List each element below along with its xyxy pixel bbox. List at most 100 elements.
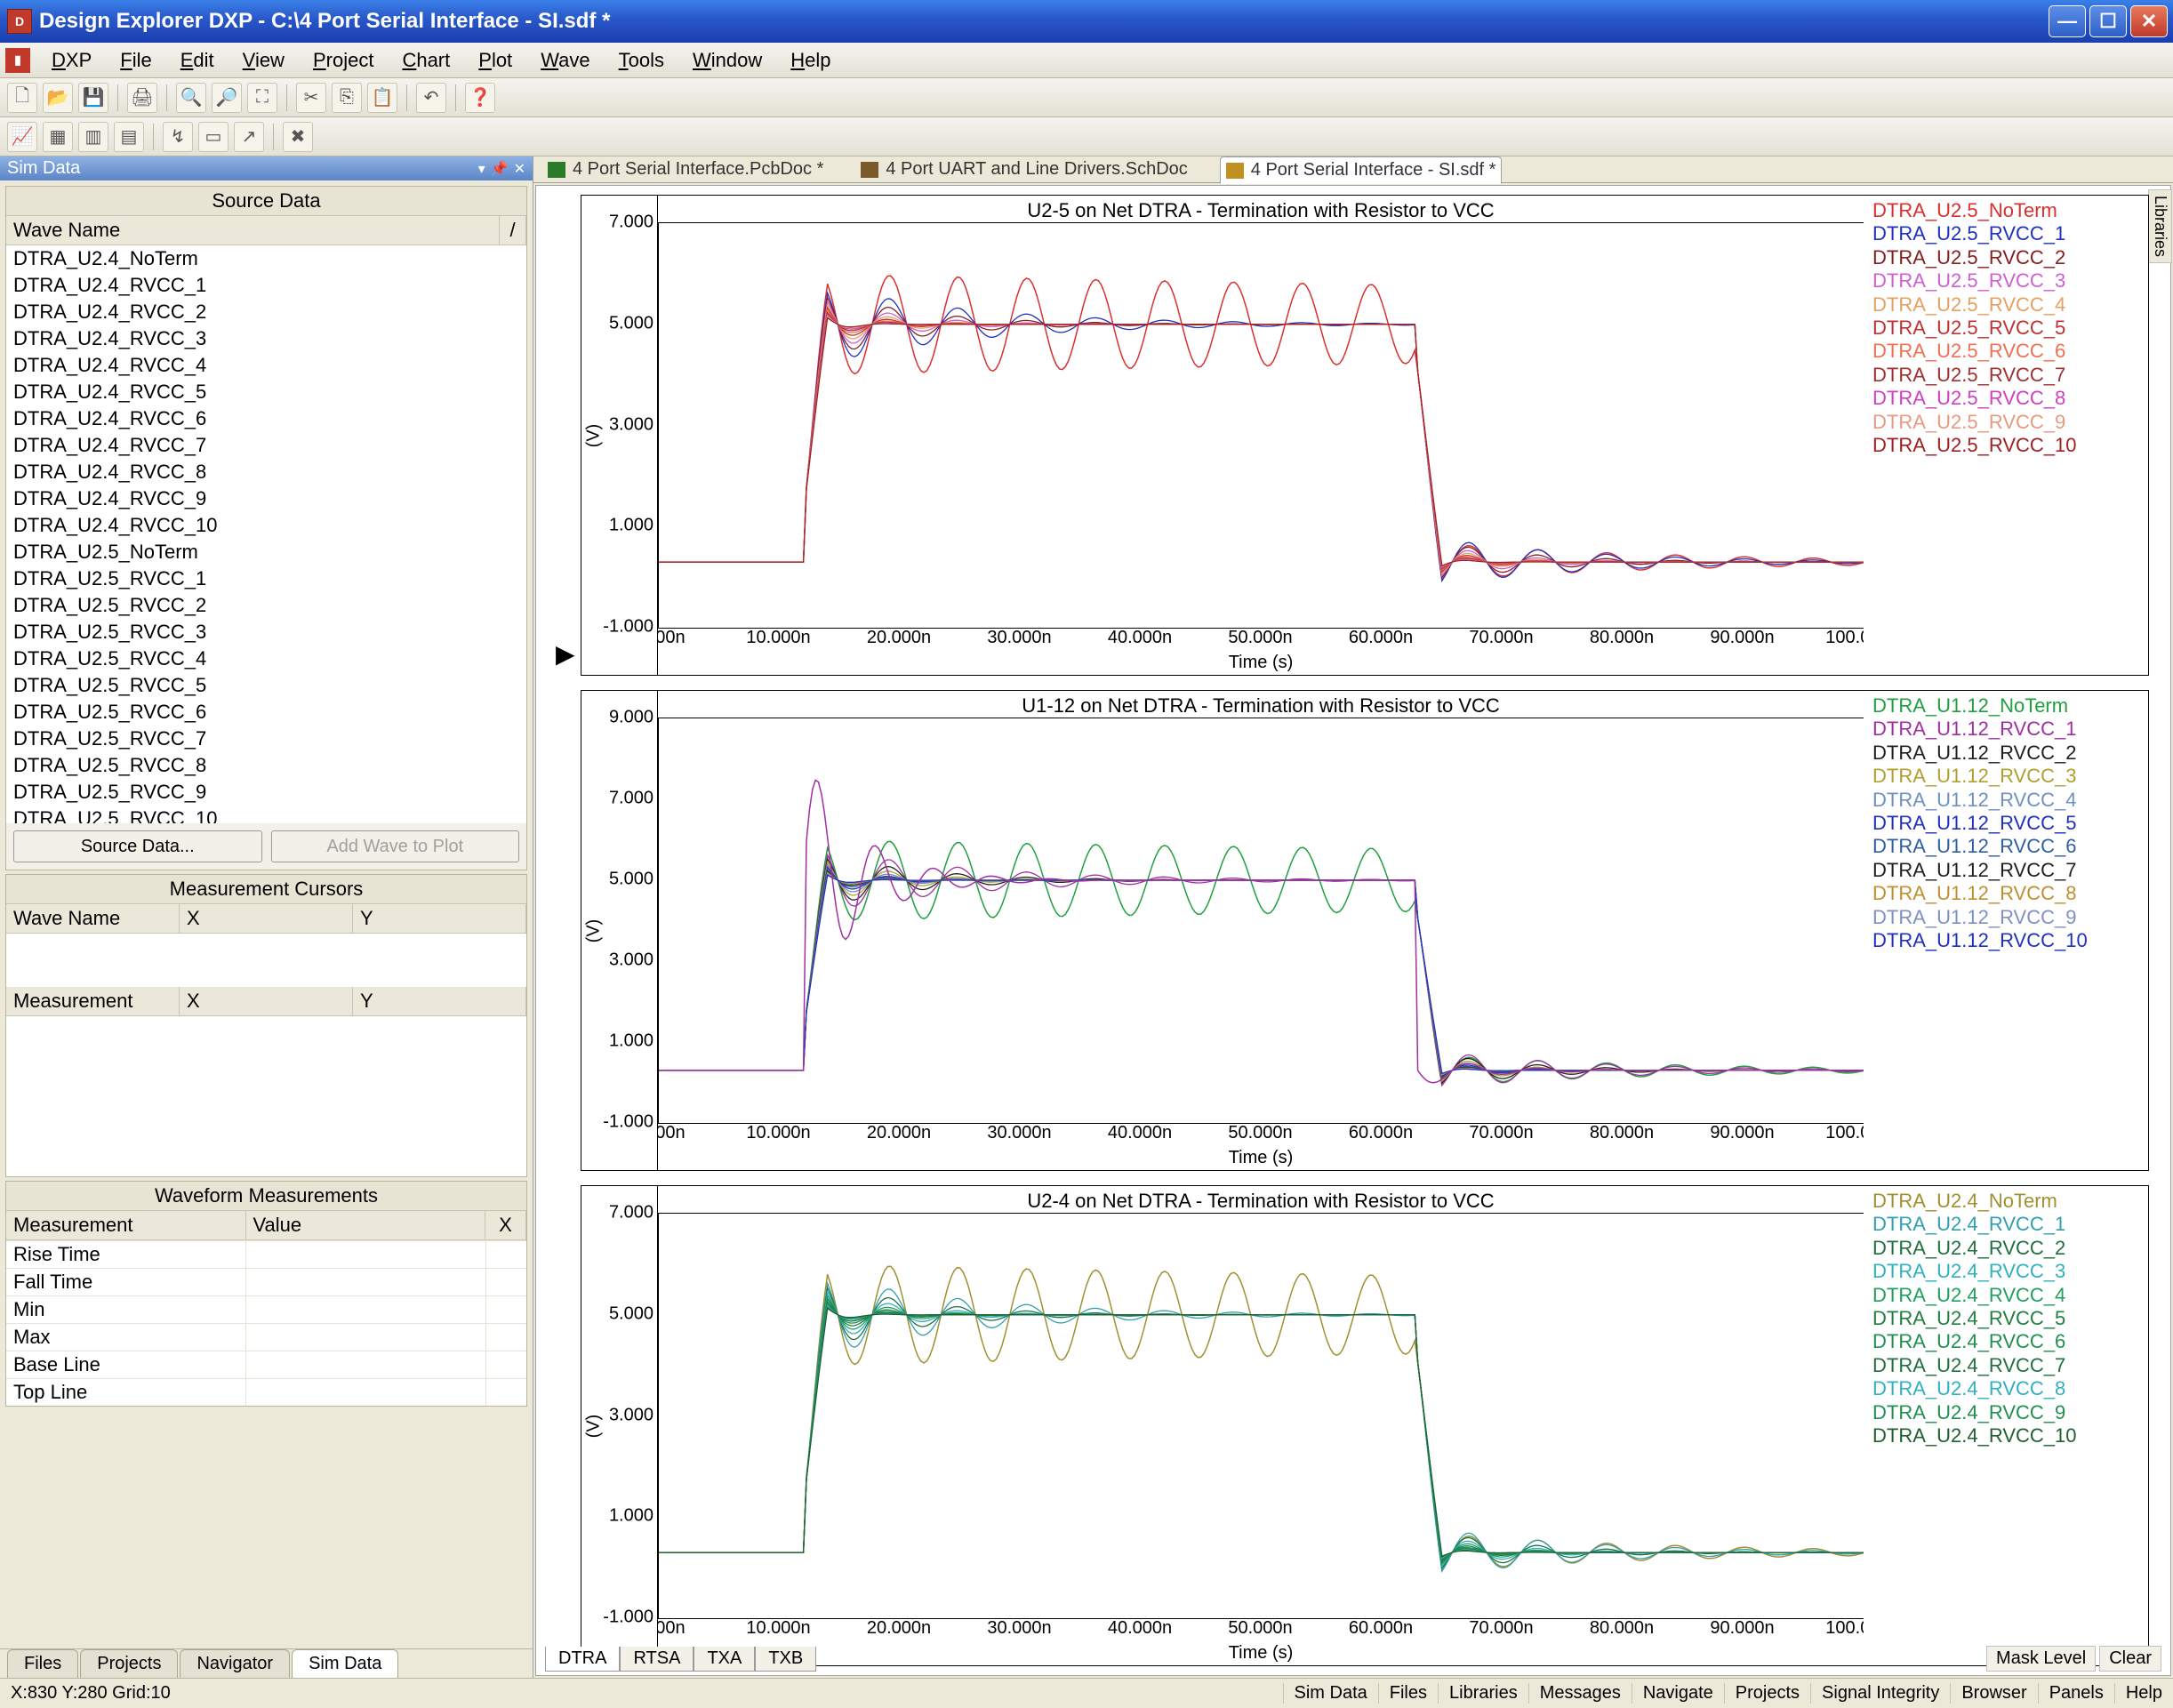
help-icon[interactable]: ❓ <box>465 83 495 113</box>
legend-item[interactable]: DTRA_U1.12_RVCC_5 <box>1872 812 2148 835</box>
wave-row[interactable]: DTRA_U2.5_RVCC_5 <box>6 672 526 699</box>
wave-row[interactable]: DTRA_U2.5_RVCC_2 <box>6 592 526 619</box>
legend-item[interactable]: DTRA_U1.12_RVCC_2 <box>1872 742 2148 765</box>
col-measurement[interactable]: Measurement <box>6 987 180 1015</box>
dropdown-icon[interactable]: ▾ <box>478 160 485 178</box>
panel-tab-sim-data[interactable]: Sim Data <box>292 1649 398 1678</box>
status-browser[interactable]: Browser <box>1950 1683 2037 1704</box>
wave-row[interactable]: DTRA_U2.4_RVCC_6 <box>6 405 526 432</box>
status-help[interactable]: Help <box>2114 1683 2173 1704</box>
legend-item[interactable]: DTRA_U2.5_RVCC_9 <box>1872 411 2148 434</box>
legend-item[interactable]: DTRA_U2.4_RVCC_9 <box>1872 1401 2148 1424</box>
menu-wave[interactable]: Wave <box>526 45 604 76</box>
wave-row[interactable]: DTRA_U2.4_RVCC_4 <box>6 352 526 379</box>
undo-icon[interactable]: ↶ <box>416 83 446 113</box>
menu-project[interactable]: Project <box>299 45 388 76</box>
wave-row[interactable]: DTRA_U2.5_RVCC_7 <box>6 726 526 752</box>
wave-row[interactable]: DTRA_U2.4_RVCC_3 <box>6 325 526 352</box>
legend-item[interactable]: DTRA_U1.12_RVCC_9 <box>1872 906 2148 929</box>
tools-icon[interactable]: ✖ <box>283 122 313 152</box>
wave-row[interactable]: DTRA_U2.4_RVCC_10 <box>6 512 526 539</box>
legend-item[interactable]: DTRA_U1.12_RVCC_7 <box>1872 859 2148 882</box>
maximize-button[interactable]: ☐ <box>2089 5 2127 37</box>
menu-tools[interactable]: Tools <box>605 45 678 76</box>
marker-icon[interactable]: ▭ <box>198 122 229 152</box>
chart-tab-txb[interactable]: TXB <box>755 1647 816 1672</box>
legend-item[interactable]: DTRA_U2.5_RVCC_4 <box>1872 293 2148 317</box>
wave-row[interactable]: DTRA_U2.5_NoTerm <box>6 539 526 565</box>
status-files[interactable]: Files <box>1378 1683 1438 1704</box>
status-navigate[interactable]: Navigate <box>1632 1683 1724 1704</box>
legend-item[interactable]: DTRA_U2.5_RVCC_5 <box>1872 317 2148 340</box>
legend-item[interactable]: DTRA_U2.4_RVCC_7 <box>1872 1354 2148 1377</box>
col-mx[interactable]: X <box>180 987 353 1015</box>
wave-row[interactable]: DTRA_U2.5_RVCC_6 <box>6 699 526 726</box>
legend-item[interactable]: DTRA_U1.12_RVCC_6 <box>1872 835 2148 858</box>
wave-list[interactable]: DTRA_U2.4_NoTermDTRA_U2.4_RVCC_1DTRA_U2.… <box>6 245 526 823</box>
cut-icon[interactable]: ✂ <box>296 83 326 113</box>
panel-tab-projects[interactable]: Projects <box>80 1649 178 1678</box>
col-y[interactable]: Y <box>353 904 526 933</box>
menu-window[interactable]: Window <box>678 45 776 76</box>
status-panels[interactable]: Panels <box>2038 1683 2114 1704</box>
legend-item[interactable]: DTRA_U2.5_RVCC_3 <box>1872 269 2148 293</box>
open-icon[interactable]: 📂 <box>43 83 73 113</box>
col-x[interactable]: X <box>180 904 353 933</box>
cursor-icon[interactable]: ↯ <box>163 122 193 152</box>
chart-0[interactable]: -1.0001.0003.0005.0007.000(V)U2-5 on Net… <box>581 195 2149 676</box>
close-button[interactable]: ✕ <box>2130 5 2168 37</box>
wave-row[interactable]: DTRA_U2.4_RVCC_2 <box>6 299 526 325</box>
wave-row[interactable]: DTRA_U2.4_RVCC_1 <box>6 272 526 299</box>
libraries-side-tab[interactable]: Libraries <box>2148 189 2172 263</box>
legend-item[interactable]: DTRA_U1.12_RVCC_1 <box>1872 718 2148 741</box>
legend-item[interactable]: DTRA_U2.4_RVCC_3 <box>1872 1260 2148 1283</box>
chart-icon[interactable]: 📈 <box>7 122 37 152</box>
chart-tab-dtra[interactable]: DTRA <box>545 1647 620 1672</box>
legend-item[interactable]: DTRA_U1.12_RVCC_4 <box>1872 789 2148 812</box>
clear-button[interactable]: Clear <box>2099 1646 2161 1672</box>
wfm-col-x[interactable]: X <box>485 1211 526 1239</box>
legend-item[interactable]: DTRA_U2.5_RVCC_6 <box>1872 340 2148 363</box>
chart-2[interactable]: -1.0001.0003.0005.0007.000(V)U2-4 on Net… <box>581 1185 2149 1666</box>
menu-plot[interactable]: Plot <box>464 45 526 76</box>
pin-icon[interactable]: 📌 <box>491 160 509 178</box>
wfm-col-meas[interactable]: Measurement <box>6 1211 246 1239</box>
zoom-fit-icon[interactable]: ⛶ <box>247 83 277 113</box>
plot-inner[interactable] <box>658 222 1864 629</box>
wave-row[interactable]: DTRA_U2.5_RVCC_8 <box>6 752 526 779</box>
chart4-icon[interactable]: ▤ <box>114 122 144 152</box>
legend-item[interactable]: DTRA_U1.12_NoTerm <box>1872 694 2148 718</box>
save-icon[interactable]: 💾 <box>78 83 108 113</box>
legend-item[interactable]: DTRA_U2.5_NoTerm <box>1872 199 2148 222</box>
chart-1[interactable]: -1.0001.0003.0005.0007.0009.000(V)U1-12 … <box>581 690 2149 1171</box>
wfm-row[interactable]: Base Line <box>6 1351 526 1378</box>
wfm-row[interactable]: Min <box>6 1295 526 1323</box>
legend-item[interactable]: DTRA_U2.5_RVCC_7 <box>1872 364 2148 387</box>
legend-item[interactable]: DTRA_U2.5_RVCC_8 <box>1872 387 2148 410</box>
wave-row[interactable]: DTRA_U2.5_RVCC_1 <box>6 565 526 592</box>
wave-row[interactable]: DTRA_U2.5_RVCC_9 <box>6 779 526 806</box>
menu-help[interactable]: Help <box>776 45 845 76</box>
wfm-row[interactable]: Rise Time <box>6 1240 526 1268</box>
new-icon[interactable]: 🗋 <box>7 83 37 113</box>
menu-chart[interactable]: Chart <box>388 45 464 76</box>
menu-view[interactable]: View <box>229 45 299 76</box>
doc-tab[interactable]: 4 Port Serial Interface.PcbDoc * <box>542 156 829 182</box>
legend-item[interactable]: DTRA_U2.4_NoTerm <box>1872 1190 2148 1213</box>
legend-item[interactable]: DTRA_U2.4_RVCC_4 <box>1872 1284 2148 1307</box>
wave-row[interactable]: DTRA_U2.4_RVCC_9 <box>6 485 526 512</box>
legend-item[interactable]: DTRA_U1.12_RVCC_8 <box>1872 882 2148 905</box>
legend-item[interactable]: DTRA_U2.4_RVCC_1 <box>1872 1213 2148 1236</box>
print-icon[interactable]: 🖨 <box>127 83 157 113</box>
wfm-row[interactable]: Top Line <box>6 1378 526 1406</box>
arrow-icon[interactable]: ↗ <box>234 122 264 152</box>
wfm-row[interactable]: Max <box>6 1323 526 1351</box>
chart2-icon[interactable]: ▦ <box>43 122 73 152</box>
chart3-icon[interactable]: ▥ <box>78 122 108 152</box>
doc-tab[interactable]: 4 Port Serial Interface - SI.sdf * <box>1220 156 1503 184</box>
plot-inner[interactable] <box>658 1213 1864 1619</box>
source-data-button[interactable]: Source Data... <box>13 830 262 862</box>
wave-row[interactable]: DTRA_U2.5_RVCC_3 <box>6 619 526 646</box>
zoom-in-icon[interactable]: 🔍 <box>176 83 206 113</box>
legend-item[interactable]: DTRA_U2.5_RVCC_1 <box>1872 222 2148 245</box>
